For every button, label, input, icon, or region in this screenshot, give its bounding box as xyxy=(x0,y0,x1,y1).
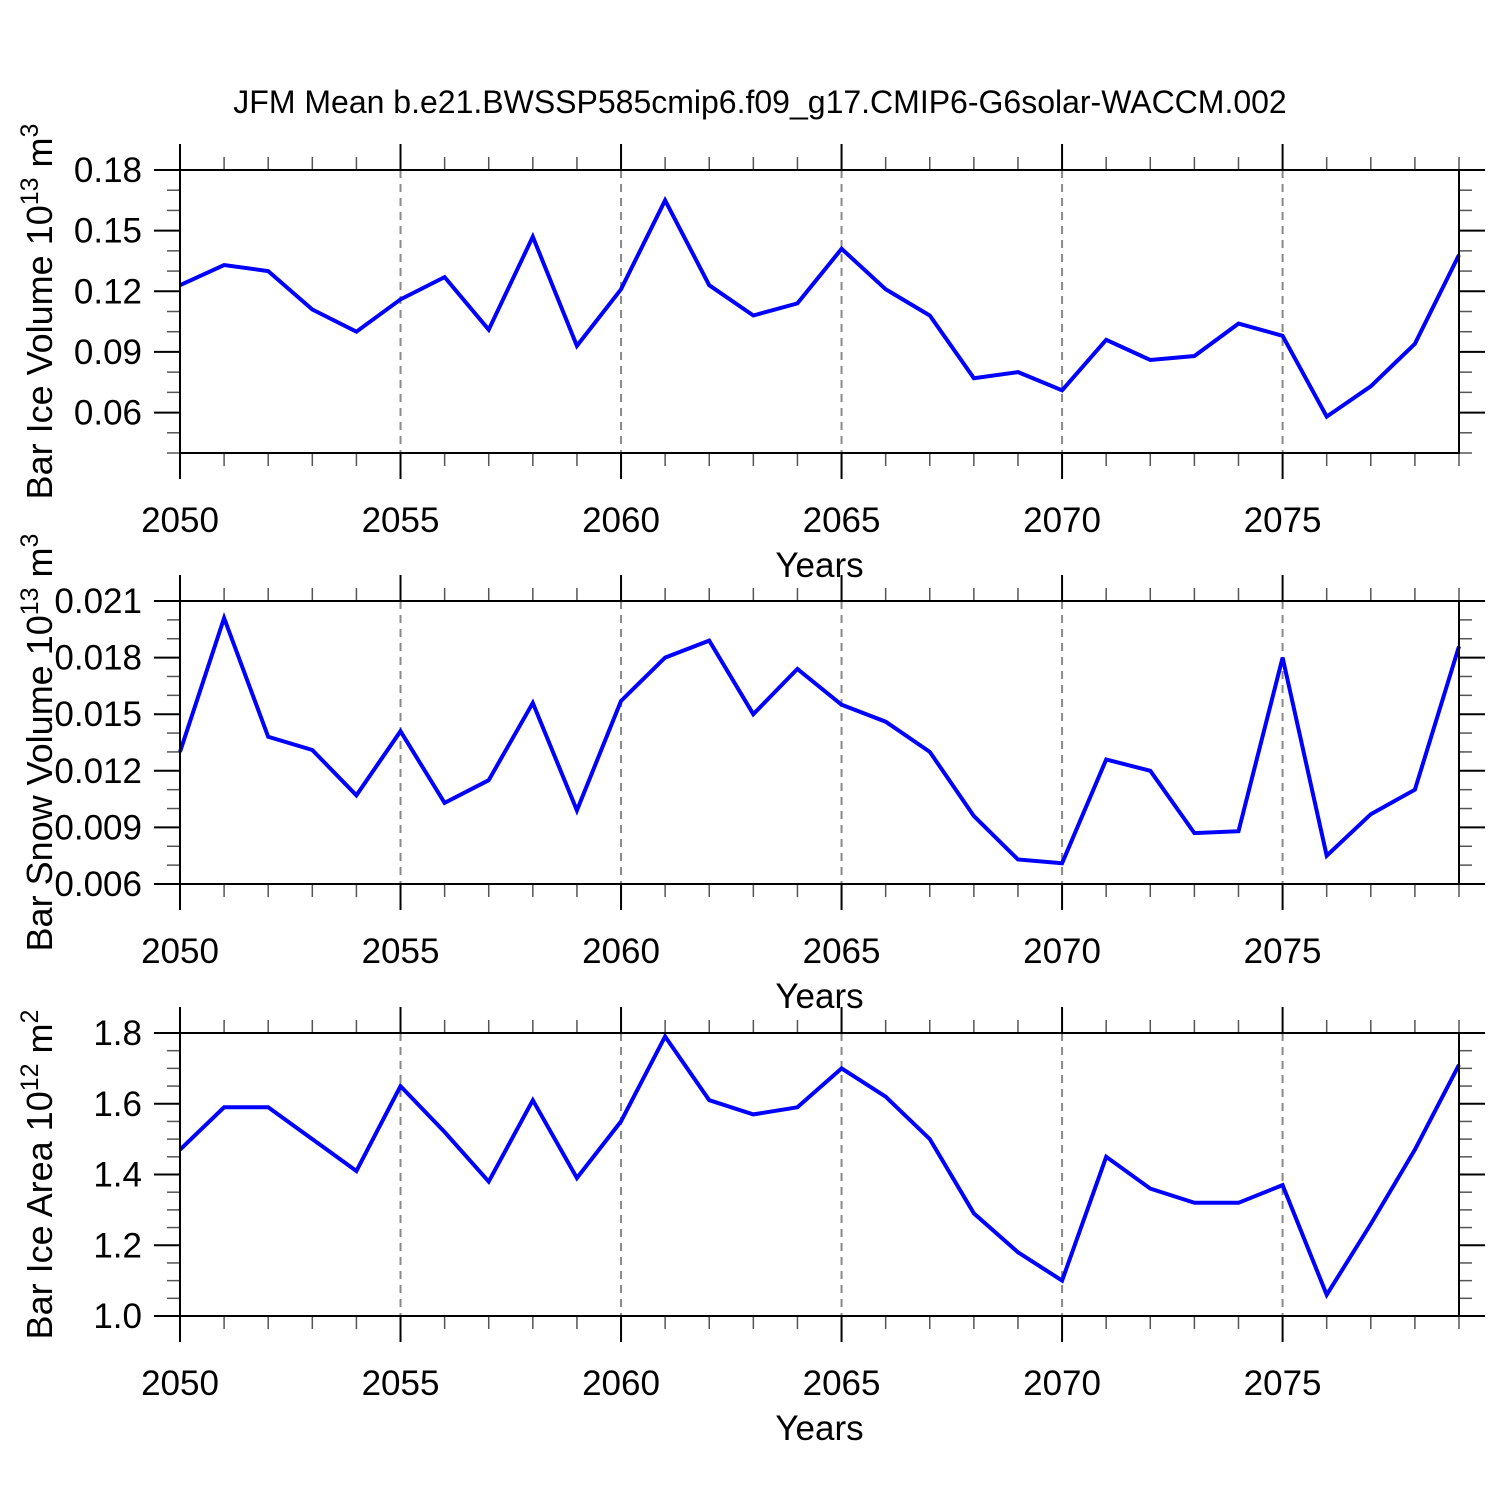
plot-border xyxy=(179,169,1460,454)
y-axis-title: Bar Snow Volume 1013 m3 xyxy=(16,534,60,952)
y-tick-label: 1.0 xyxy=(93,1297,142,1336)
x-axis-title: Years xyxy=(775,977,863,1016)
x-tick-label: 2050 xyxy=(141,501,219,540)
bar-ice-area-line xyxy=(178,1032,1461,1300)
x-tick-label: 2055 xyxy=(362,932,440,971)
x-tick-label: 2055 xyxy=(362,1364,440,1403)
x-tick-label: 2075 xyxy=(1244,932,1322,971)
x-tick-label: 2070 xyxy=(1023,1364,1101,1403)
y-tick-label: 1.2 xyxy=(93,1226,142,1265)
chart-bar-snow-volume: 0.021 0.018 0.015 0.012 0.009 0.006 2050 2055 20… xyxy=(16,534,1485,1016)
x-tick-label: 2075 xyxy=(1244,1364,1322,1403)
bar-ice-volume-line xyxy=(179,195,1461,420)
x-tick-label: 2070 xyxy=(1023,501,1101,540)
x-tick-label: 2075 xyxy=(1244,501,1322,540)
y-tick-label: 0.021 xyxy=(54,582,142,621)
y-tick-label: 0.012 xyxy=(54,752,142,791)
x-tick-label: 2065 xyxy=(803,932,881,971)
plot-border xyxy=(179,1032,1460,1317)
chart-bar-ice-volume: 0.18 0.15 0.12 0.09 0.06 2050 2055 2060 2065 2070… xyxy=(16,124,1485,585)
x-axis-title: Years xyxy=(775,546,863,585)
x-axis-title: Years xyxy=(775,1409,863,1448)
x-tick-label: 2055 xyxy=(362,501,440,540)
y-tick-label: 0.12 xyxy=(74,272,142,311)
plot-border xyxy=(179,600,1460,885)
y-tick-label: 0.018 xyxy=(54,639,142,678)
x-tick-label: 2060 xyxy=(582,932,660,971)
y-tick-label: 0.006 xyxy=(54,865,142,904)
y-axis-title: Bar Ice Volume 1013 m3 xyxy=(16,124,60,500)
x-tick-label: 2065 xyxy=(803,1364,881,1403)
x-tick-label: 2070 xyxy=(1023,932,1101,971)
figure-title: JFM Mean b.e21.BWSSP585cmip6.f09_g17.CMI… xyxy=(233,84,1287,120)
x-tick-label: 2050 xyxy=(141,932,219,971)
x-tick-label: 2060 xyxy=(582,501,660,540)
y-tick-label: 1.6 xyxy=(93,1085,142,1124)
y-tick-label: 0.06 xyxy=(74,394,142,433)
bar-snow-volume-line xyxy=(178,611,1461,866)
y-tick-label: 1.8 xyxy=(93,1014,142,1053)
y-axis-title: Bar Ice Area 1012 m2 xyxy=(16,1010,60,1340)
x-tick-label: 2050 xyxy=(141,1364,219,1403)
y-tick-label: 0.18 xyxy=(74,151,142,190)
chart-bar-ice-area: 1.8 1.6 1.4 1.2 1.0 2050 2055 2060 2065 2070 2075 Y… xyxy=(16,1007,1485,1448)
y-tick-label: 0.15 xyxy=(74,212,142,251)
y-tick-label: 0.09 xyxy=(74,333,142,372)
y-tick-label: 0.015 xyxy=(54,695,142,734)
y-tick-label: 0.009 xyxy=(54,808,142,847)
x-tick-label: 2065 xyxy=(803,501,881,540)
y-tick-label: 1.4 xyxy=(93,1156,142,1195)
x-tick-label: 2060 xyxy=(582,1364,660,1403)
